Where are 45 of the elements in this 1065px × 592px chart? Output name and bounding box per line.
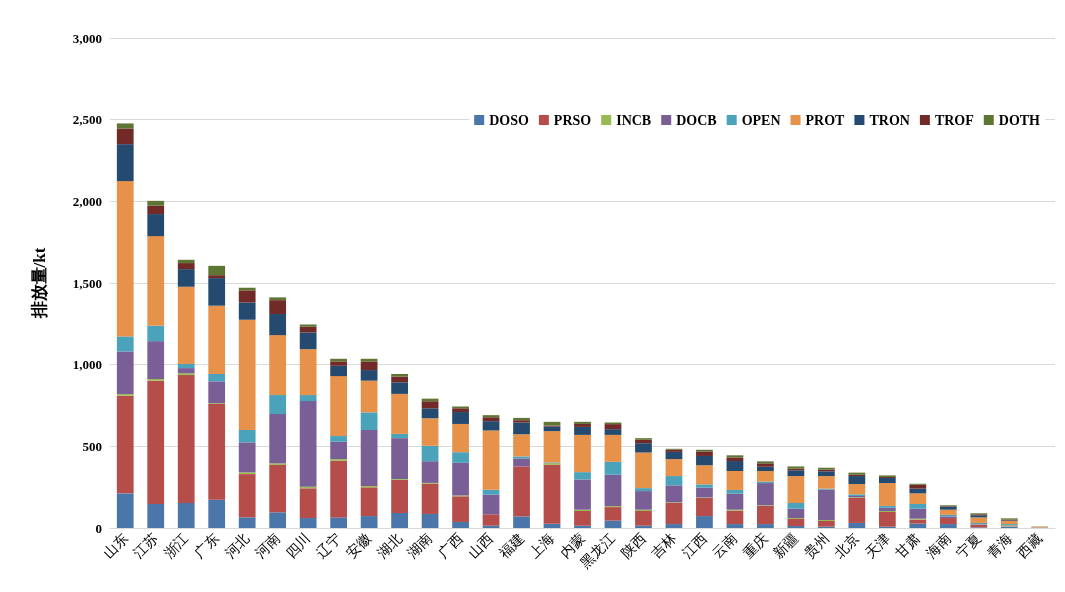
x-tick-label: 宁夏 [953, 530, 985, 562]
x-tick-label: 山西 [465, 530, 497, 562]
y-tick-label: 500 [82, 438, 102, 454]
x-tick-label: 湖北 [374, 530, 405, 562]
x-tick-label: 甘肃 [892, 530, 924, 562]
y-tick-label: 3,000 [72, 30, 102, 46]
x-tick-label: 浙江 [161, 530, 192, 562]
x-tick-label: 贵州 [801, 530, 832, 562]
x-tick-label: 江西 [679, 530, 710, 562]
x-tick-label: 新疆 [770, 530, 802, 562]
x-tick-label: 重庆 [740, 530, 771, 562]
x-tick-label: 北京 [831, 530, 863, 562]
legend-label: INCB [616, 112, 652, 128]
x-tick-label: 西藏 [1014, 530, 1046, 562]
legend-label: DOTH [998, 112, 1041, 128]
x-tick-label: 湖南 [404, 530, 436, 562]
x-tick-label: 广东 [191, 530, 222, 562]
y-tick-label: 1,000 [72, 357, 102, 373]
legend-label: OPEN [741, 112, 781, 128]
x-tick-label: 河南 [252, 530, 283, 562]
x-tick-label: 广西 [435, 530, 466, 562]
y-tick-label: 0 [95, 520, 102, 536]
y-axis-title: 排放量/kt [30, 247, 49, 320]
x-tick-label: 江苏 [130, 530, 162, 562]
x-tick-label: 青海 [984, 530, 1015, 562]
x-tick-label: 四川 [283, 530, 314, 562]
x-tick-label: 河北 [222, 530, 253, 562]
legend-label: DOCB [676, 112, 717, 128]
y-tick-label: 2,000 [72, 193, 102, 209]
legend-label: PROT [805, 112, 846, 128]
legend-label: PRSO [553, 112, 592, 128]
legend-label: TRON [869, 112, 910, 128]
y-tick-label: 2,500 [72, 112, 102, 128]
x-tick-label: 辽宁 [313, 530, 344, 562]
x-tick-label: 云南 [709, 530, 741, 562]
x-tick-label: 海南 [923, 530, 954, 562]
x-tick-label: 吉林 [648, 530, 680, 562]
x-tick-label: 福建 [496, 530, 527, 562]
y-tick-label: 1,500 [72, 275, 102, 291]
legend-label: TROF [934, 112, 974, 128]
x-tick-label: 陕西 [618, 530, 649, 562]
x-tick-label: 安徽 [344, 530, 375, 562]
legend-label: DOSO [489, 112, 529, 128]
x-tick-label: 天津 [862, 530, 893, 562]
x-tick-label: 上海 [526, 530, 558, 562]
